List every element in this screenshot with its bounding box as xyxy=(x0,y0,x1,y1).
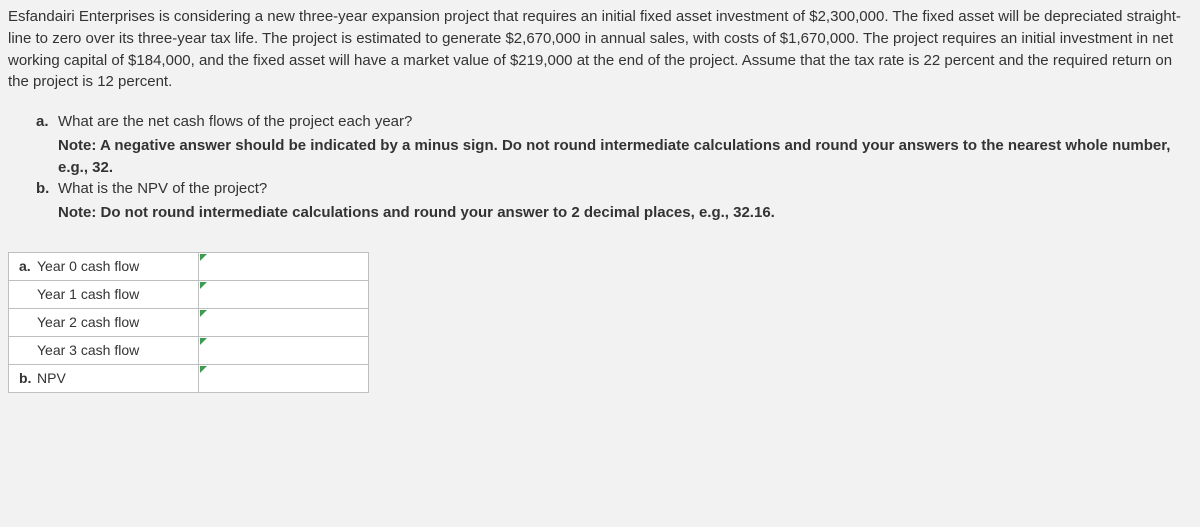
row-label: Year 3 cash flow xyxy=(9,336,199,364)
row-label-text: Year 3 cash flow xyxy=(19,340,139,360)
year3-cashflow-input[interactable] xyxy=(199,337,368,364)
problem-statement: Esfandairi Enterprises is considering a … xyxy=(8,6,1192,93)
cell-marker-icon xyxy=(200,310,207,317)
question-a: a. What are the net cash flows of the pr… xyxy=(36,111,1192,133)
table-row: Year 3 cash flow xyxy=(9,336,369,364)
row-label-text: Year 1 cash flow xyxy=(19,284,139,304)
npv-input[interactable] xyxy=(199,365,368,392)
row-label: a.Year 0 cash flow xyxy=(9,252,199,280)
question-b-text: What is the NPV of the project? xyxy=(58,178,1192,200)
row-letter: b. xyxy=(19,368,37,388)
table-row: b.NPV xyxy=(9,364,369,392)
cell-marker-icon xyxy=(200,282,207,289)
row-letter: a. xyxy=(19,256,37,276)
question-a-note: Note: A negative answer should be indica… xyxy=(36,135,1192,179)
answer-table: a.Year 0 cash flow Year 1 cash flow Year… xyxy=(8,252,369,393)
row-label: Year 2 cash flow xyxy=(9,308,199,336)
question-a-text: What are the net cash flows of the proje… xyxy=(58,111,1192,133)
cell-marker-icon xyxy=(200,338,207,345)
row-label: Year 1 cash flow xyxy=(9,280,199,308)
table-row: a.Year 0 cash flow xyxy=(9,252,369,280)
row-label-text: Year 0 cash flow xyxy=(37,258,139,274)
year2-cashflow-input[interactable] xyxy=(199,309,368,336)
question-b-letter: b. xyxy=(36,178,58,200)
cell-marker-icon xyxy=(200,254,207,261)
year1-cashflow-input[interactable] xyxy=(199,281,368,308)
cell-marker-icon xyxy=(200,366,207,373)
question-b-note: Note: Do not round intermediate calculat… xyxy=(36,202,1192,224)
table-row: Year 2 cash flow xyxy=(9,308,369,336)
row-label-text: NPV xyxy=(37,370,66,386)
row-label-text: Year 2 cash flow xyxy=(19,312,139,332)
question-b: b. What is the NPV of the project? xyxy=(36,178,1192,200)
question-a-letter: a. xyxy=(36,111,58,133)
year0-cashflow-input[interactable] xyxy=(199,253,368,280)
row-label: b.NPV xyxy=(9,364,199,392)
questions-list: a. What are the net cash flows of the pr… xyxy=(8,111,1192,224)
table-row: Year 1 cash flow xyxy=(9,280,369,308)
